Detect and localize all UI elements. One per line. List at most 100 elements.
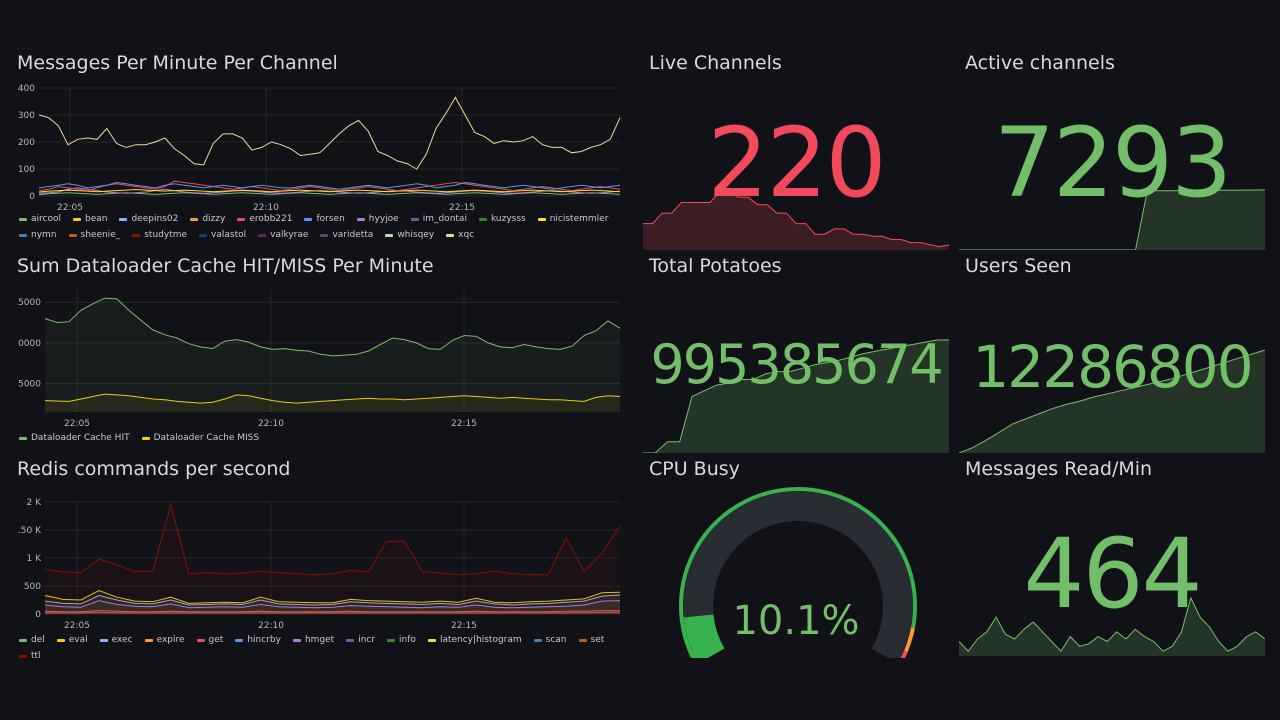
chart-legend: Dataloader Cache HIT Dataloader Cache MIS… [19,433,619,443]
legend-item[interactable]: xqc [446,230,474,240]
series-line-eval[interactable] [44,589,621,604]
legend-item[interactable]: kuzysss [478,214,526,224]
sparkline-line [643,339,949,453]
gauge-threshold-green [679,487,917,658]
legend-label: valkyrae [270,230,309,240]
series-line-set[interactable] [45,611,620,614]
panel-title[interactable]: Messages Per Minute Per Channel [17,52,338,74]
cache-chart[interactable]: 15000 10000 5000 22:05 22:10 22:15 [17,285,632,435]
legend-item[interactable]: eval [56,635,88,645]
series-line-dataloader-cache-miss[interactable] [44,393,621,404]
legend-item[interactable]: set [578,635,604,645]
legend-item[interactable]: whisqey [385,230,434,240]
legend-item[interactable]: Dataloader Cache MISS [141,433,260,443]
total-potatoes-sparkline [643,339,949,453]
legend-item[interactable]: get [196,635,223,645]
legend-swatch [410,217,419,221]
legend-item[interactable]: info [387,635,416,645]
messages-read-value: 464 [1023,518,1202,630]
panel-active-channels: Active channels 7293 [959,52,1265,250]
series-line-get[interactable] [44,610,620,613]
users-seen-value: 12286800 [972,333,1253,401]
legend-item[interactable]: valkyrae [258,230,308,240]
panel-title[interactable]: Redis commands per second [17,458,291,480]
panel-title[interactable]: CPU Busy [649,458,740,480]
legend-label: bean [84,214,108,224]
active-channels-sparkline [959,189,1265,250]
legend-label: deepins02 [131,214,179,224]
legend-item[interactable]: incr [346,635,375,645]
series-line-dataloader-cache-hit[interactable] [44,297,621,357]
sparkline-area [959,597,1265,656]
legend-swatch [237,217,246,221]
legend-swatch [19,436,27,440]
legend-item[interactable]: sheenie_ [68,230,120,240]
legend-item[interactable]: del [19,635,45,645]
legend-label: hmget [304,635,335,645]
legend-item[interactable]: hyyjoe [356,214,399,224]
live-channels-value: 220 [707,107,886,219]
legend-item[interactable]: ttl [19,651,41,661]
x-tick-label: 22:10 [258,419,284,429]
y-tick-label: 0 [29,192,35,202]
legend-item[interactable]: expire [144,635,185,645]
series-area [45,394,620,412]
cpu-busy-value: 10.1% [732,598,860,644]
y-tick-label: 1 K [27,554,43,564]
series-line-erobb221[interactable] [38,180,621,192]
series-line-forsen[interactable] [38,181,621,190]
panel-redis-commands: Redis commands per second 2 K 1.50 K 1 K 50… [17,458,632,661]
legend-item[interactable]: hmget [292,635,335,645]
legend-item[interactable]: forsen [304,214,345,224]
legend-label: Dataloader Cache MISS [153,433,260,443]
legend-item[interactable]: nicistemmler [537,214,608,224]
legend-item[interactable]: Dataloader Cache HIT [19,433,130,443]
series-line-hyyjoe[interactable] [38,187,621,194]
sparkline-line [959,349,1265,453]
redis-chart[interactable]: 2 K 1.50 K 1 K 500 0 22:05 22:10 22:15 [17,488,632,638]
series-area [45,298,620,412]
legend-item[interactable]: bean [72,214,108,224]
panel-title[interactable]: Messages Read/Min [965,458,1153,480]
series-line-exec[interactable] [44,594,621,606]
series-line-xqc[interactable] [38,96,621,170]
legend-item[interactable]: hincrby [235,635,281,645]
legend-item[interactable]: aircool [19,214,61,224]
legend-item[interactable]: nymn [19,230,57,240]
legend-item[interactable]: deepins02 [119,214,178,224]
panel-messages-read: Messages Read/Min 464 [959,458,1265,658]
legend-label: dizzy [202,214,226,224]
legend-label: hincrby [247,635,281,645]
panel-title[interactable]: Live Channels [649,52,782,74]
legend-label: kuzysss [490,214,526,224]
messages-chart[interactable]: 400 300 200 100 0 22:05 22:10 22:15 [17,82,632,232]
series-line-ttl[interactable] [44,502,621,576]
legend-item[interactable]: im_dontai [410,214,467,224]
legend-item[interactable]: varidetta [320,230,373,240]
legend-swatch [533,638,542,642]
panel-title[interactable]: Active channels [965,52,1115,74]
legend-swatch [478,217,487,221]
legend-item[interactable]: exec [99,635,133,645]
panel-title[interactable]: Total Potatoes [649,255,782,277]
panel-title[interactable]: Users Seen [965,255,1072,277]
y-tick-label: 0 [35,610,41,620]
series-line-hmget[interactable] [44,600,621,609]
y-tick-label: 500 [24,582,41,592]
legend-item[interactable]: valastol [199,230,246,240]
y-tick-label: 400 [18,84,35,94]
legend-swatch [196,638,205,642]
legend-swatch [427,638,436,642]
legend-item[interactable]: studytme [132,230,187,240]
legend-label: forsen [316,214,345,224]
legend-item[interactable]: dizzy [190,214,225,224]
legend-swatch [537,217,546,221]
legend-swatch [356,217,365,221]
legend-item[interactable]: latency|histogram [427,635,522,645]
legend-item[interactable]: scan [533,635,567,645]
users-seen-sparkline [959,349,1265,453]
series-line-nicistemmler[interactable] [38,188,621,193]
panel-title[interactable]: Sum Dataloader Cache HIT/MISS Per Minute [17,255,434,277]
sparkline-area [959,350,1265,453]
legend-item[interactable]: erobb221 [237,214,292,224]
